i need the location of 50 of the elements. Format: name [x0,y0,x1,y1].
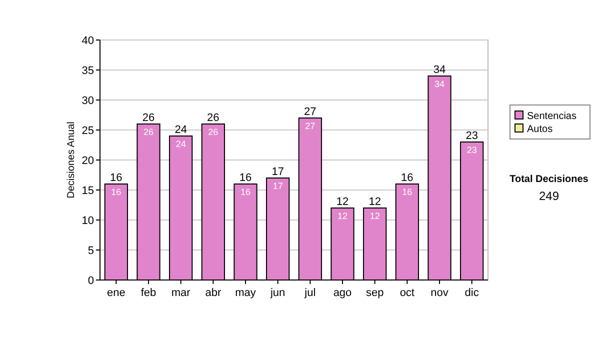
legend-label: Autos [527,124,553,135]
text: Total Decisiones [510,174,589,185]
y-tick-label: 35 [82,65,94,77]
total-label: 34 [433,64,446,76]
total-label: 23 [466,130,478,142]
data-label: 16 [240,187,251,197]
y-tick-label: 20 [82,155,94,167]
total-label: 24 [174,124,187,136]
total-label: 27 [304,106,316,118]
data-label: 12 [370,211,380,221]
x-tick-label: jul [304,287,316,299]
total-label: 16 [110,172,122,184]
x-tick-label: abr [205,287,222,299]
x-tick-label: oct [400,287,415,299]
data-label: 12 [337,211,348,221]
y-tick-label: 30 [82,95,94,107]
data-label: 16 [111,187,122,197]
data-label: 26 [208,127,218,137]
x-tick-label: feb [140,287,156,299]
legend-label: Sentencias [527,111,576,122]
x-tick-label: mar [171,287,191,299]
data-label: 27 [305,121,316,131]
y-tick-label: 25 [82,125,94,137]
x-tick-label: nov [430,287,449,299]
x-tick-label: ene [106,287,126,299]
x-tick-label: sep [366,287,384,299]
data-label: 23 [466,145,477,155]
y-tick-label: 5 [88,245,94,257]
total-label: 12 [336,196,349,208]
data-label: 34 [434,79,445,89]
total-label: 16 [239,172,252,184]
data-label: 16 [402,187,412,197]
total-label: 26 [207,112,220,124]
x-tick-label: ago [333,287,352,299]
data-label: 24 [176,139,186,149]
total-label: 16 [401,172,414,184]
x-tick-label: jun [269,287,286,299]
data-label: 17 [272,181,283,191]
y-tick-label: 0 [88,275,94,287]
y-tick-label: 15 [82,185,94,197]
x-tick-label: dic [464,287,480,299]
total-label: 26 [142,112,155,124]
total-label: 17 [272,166,284,178]
x-tick-label: may [235,287,256,299]
y-tick-label: 40 [82,35,94,47]
text: 249 [538,189,560,203]
y-axis-title: Decisiones Anual [66,122,77,198]
total-label: 12 [368,196,381,208]
y-tick-label: 10 [82,215,94,227]
data-label: 26 [143,127,154,137]
